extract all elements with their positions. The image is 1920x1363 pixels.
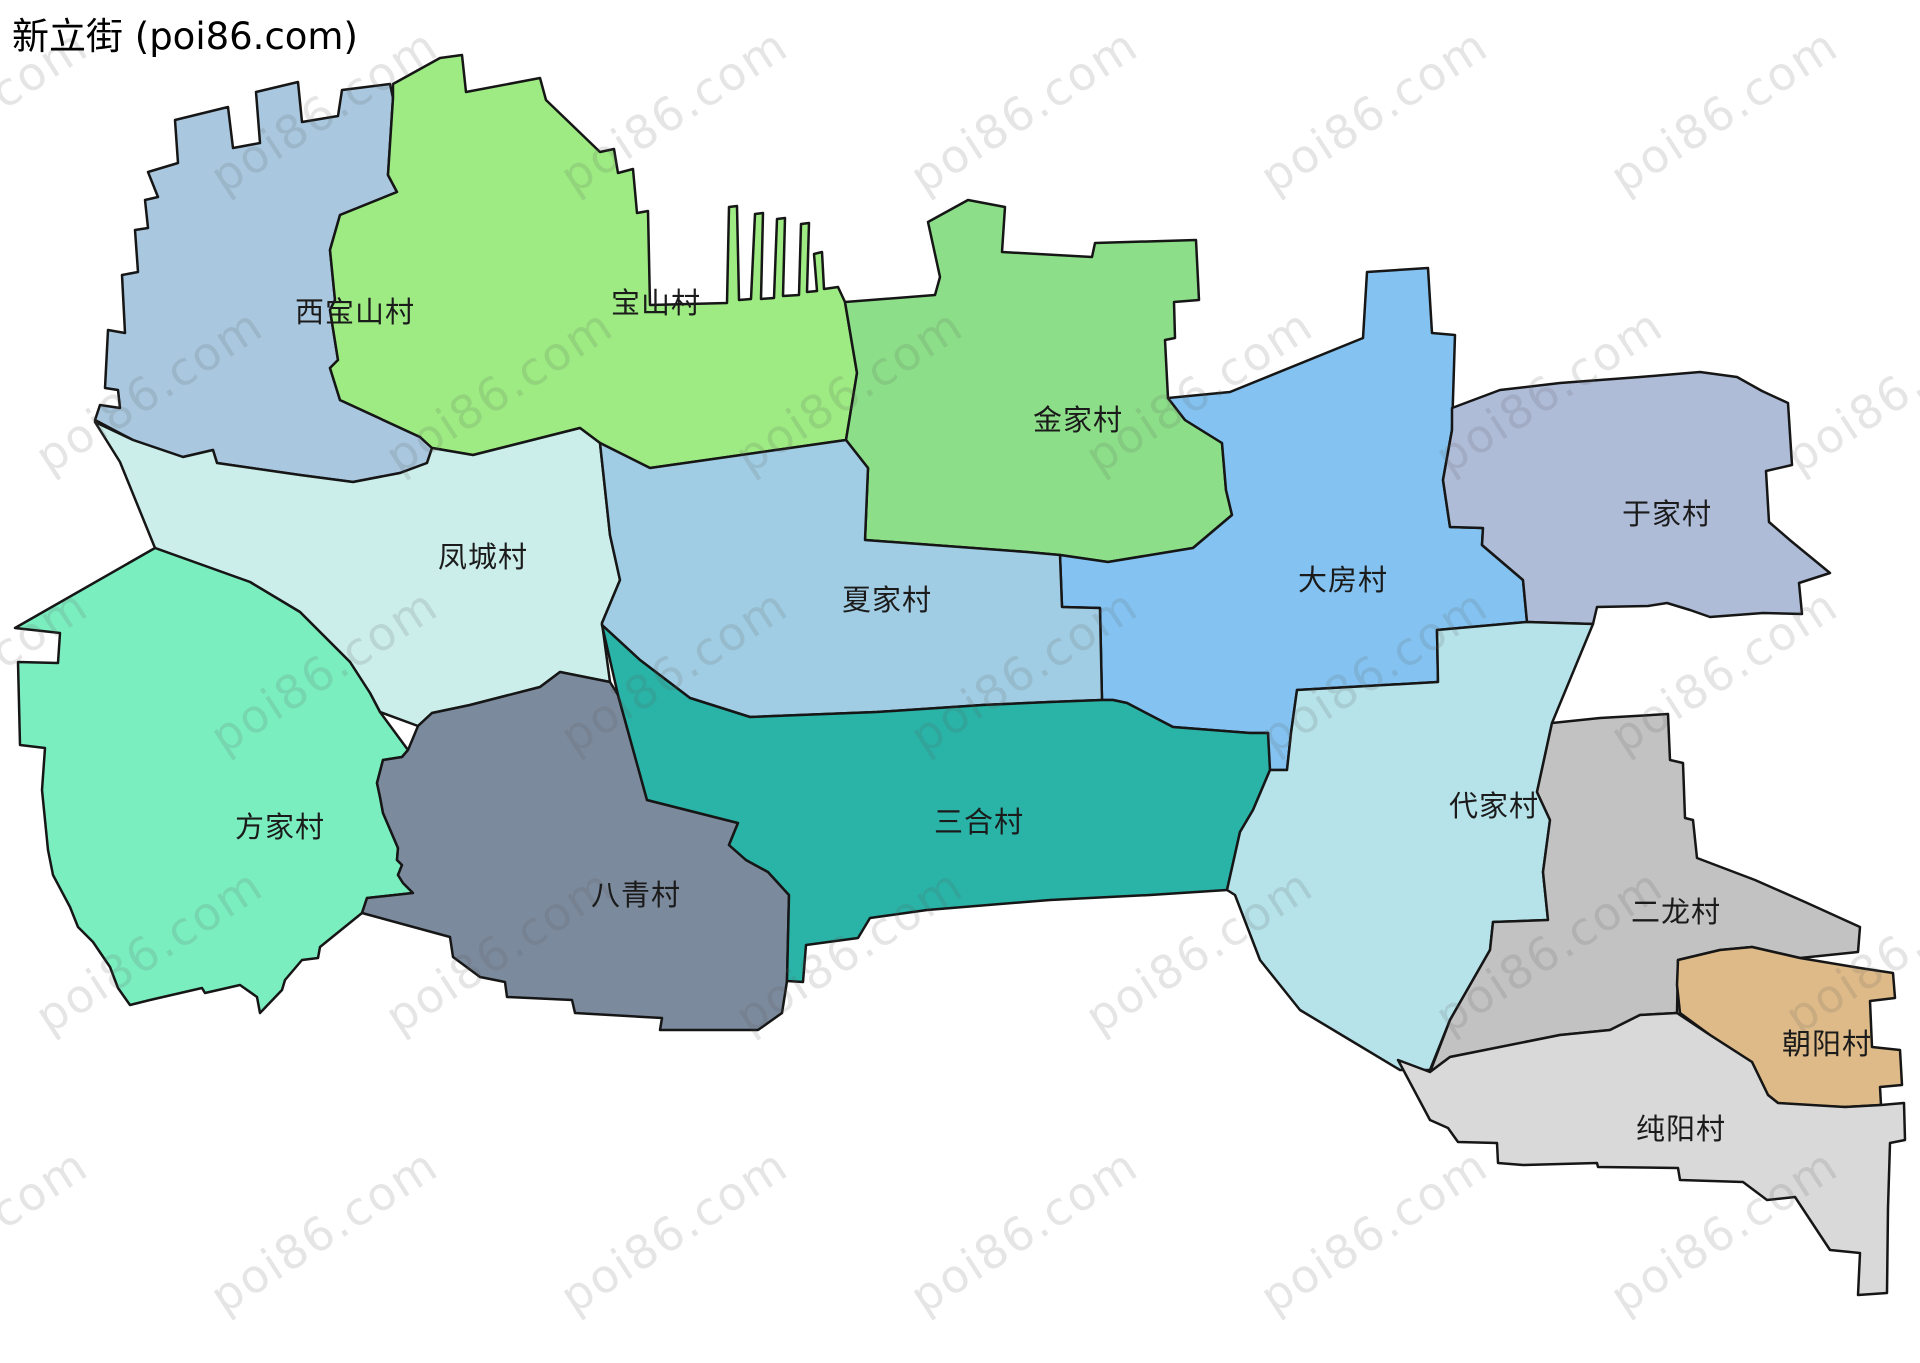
page-title: 新立街 (poi86.com) [12, 15, 358, 58]
region-label: 纯阳村 [1635, 1112, 1727, 1146]
region-label: 于家村 [1621, 497, 1713, 531]
region-label: 二龙村 [1630, 895, 1722, 929]
region-label: 朝阳村 [1781, 1027, 1873, 1061]
region-label: 代家村 [1448, 789, 1540, 823]
region-polygon-宝山村 [328, 53, 859, 470]
region-label: 夏家村 [841, 583, 933, 617]
region-label: 宝山村 [610, 286, 702, 320]
region-label: 西宝山村 [294, 295, 416, 329]
region-label: 方家村 [234, 810, 326, 844]
region-label: 金家村 [1032, 403, 1124, 437]
region-label: 凤城村 [437, 540, 529, 574]
region-polygon-于家村 [1441, 370, 1832, 626]
region-label: 八青村 [590, 878, 682, 912]
region-label: 三合村 [933, 805, 1025, 839]
region-label: 大房村 [1297, 563, 1389, 597]
region-polygon-纯阳村 [1396, 1011, 1907, 1297]
